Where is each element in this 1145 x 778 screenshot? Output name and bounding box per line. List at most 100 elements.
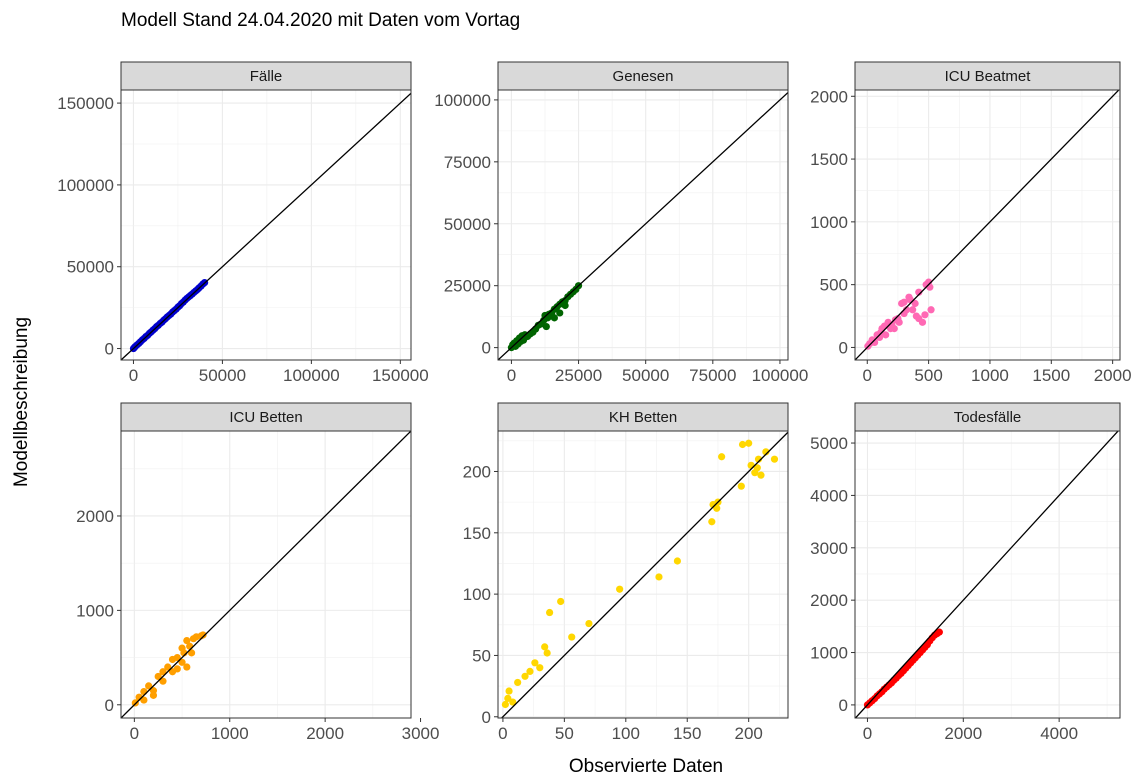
facet-label: Genesen [613,68,674,85]
x-axis-title: Observierte Daten [569,756,723,777]
facet-label: Todesfälle [954,409,1022,426]
y-axis-title: Modellbeschreibung [11,317,32,487]
x-tick-label: 25000 [555,366,602,385]
y-tick-label: 200 [463,462,491,481]
data-point [557,597,565,606]
y-tick-label: 100 [463,585,491,604]
data-point [140,687,148,696]
facet-strip [854,61,1121,91]
x-tick-label: 0 [498,724,507,743]
x-tick-label: 50000 [199,366,246,385]
y-tick-label: 50000 [67,258,114,277]
x-tick-label: 150000 [372,366,429,385]
data-point [753,464,761,472]
x-tick-label: 1500 [1032,366,1070,385]
y-tick-label: 1000 [810,213,848,232]
x-tick-label: 4000 [1040,724,1078,743]
data-point [199,631,207,639]
data-point [935,628,943,636]
data-point [159,677,167,685]
data-points [507,282,583,352]
identity-line [855,90,1120,360]
data-point [915,288,923,296]
panel-border [120,89,412,361]
x-tick-label: 0 [863,724,872,743]
data-point [911,299,919,308]
gridlines [498,431,788,718]
data-point [178,644,186,652]
facet-label: ICU Beatmet [945,68,1032,85]
identity-line [121,92,411,360]
gridlines [855,431,1120,718]
facet-label: KH Betten [609,409,677,426]
y-tick-label: 2000 [810,87,848,106]
facet-strip [120,61,412,91]
gridlines [855,90,1120,360]
data-point [531,659,539,667]
data-point [521,672,529,680]
x-tick-label: 150 [673,724,701,743]
facet-panel: Genesen 0 25000 50000 75000 100000 0 25000 50000… [434,61,809,385]
data-point [501,700,509,709]
data-point [762,448,770,456]
data-points [131,631,207,707]
data-point [546,608,554,617]
data-point [178,658,186,666]
data-point [655,573,663,581]
data-point [673,557,682,565]
y-tick-label: 150000 [57,94,114,113]
x-tick-label: 0 [507,366,516,385]
data-point [526,667,534,675]
x-tick-label: 100000 [283,366,340,385]
x-tick-label: 1000 [211,724,249,743]
x-tick-label: 0 [130,724,139,743]
data-point [159,668,167,676]
data-point [713,504,721,512]
x-tick-label: 200 [734,724,762,743]
gridlines [121,431,411,718]
x-tick-label: 2000 [1094,366,1132,385]
data-point [561,301,569,310]
facet-panel: ICU Beatmet 0 500 1000 1500 2000 0 500 1000 1500 2… [810,61,1132,385]
x-tick-label: 0 [863,366,872,385]
data-point [927,306,935,314]
data-point [918,318,927,326]
gridlines [498,90,788,360]
data-point [164,663,172,671]
x-tick-label: 50000 [622,366,669,385]
facet-panel: ICU Betten 0 1000 2000 3000 0 1000 2000 [76,402,439,743]
data-point [616,585,624,593]
data-point [871,338,879,347]
data-point [550,314,558,322]
facet-strip [497,61,789,91]
data-point [145,682,153,690]
x-tick-label: 100000 [752,366,809,385]
data-point [183,663,191,671]
gridlines [121,90,411,360]
data-point [536,664,544,672]
y-tick-label: 0 [839,696,848,715]
y-tick-label: 4000 [810,486,848,505]
identity-line [121,431,411,718]
data-point [891,316,900,324]
data-point [770,455,779,463]
data-point [154,672,162,681]
facet-strip [497,402,789,432]
data-points [864,278,935,350]
y-tick-label: 3000 [810,539,848,558]
panel-border [120,430,412,719]
data-point [514,678,522,687]
y-tick-label: 1500 [810,150,848,169]
identity-line [498,91,788,360]
data-point [745,439,753,447]
y-tick-label: 1000 [810,644,848,663]
y-tick-label: 1000 [76,601,114,620]
facet-strip [120,402,412,432]
data-point [585,619,593,628]
y-tick-label: 0 [839,338,848,357]
y-tick-label: 0 [482,708,491,727]
x-tick-label: 100 [612,724,640,743]
y-tick-label: 100000 [434,91,491,110]
